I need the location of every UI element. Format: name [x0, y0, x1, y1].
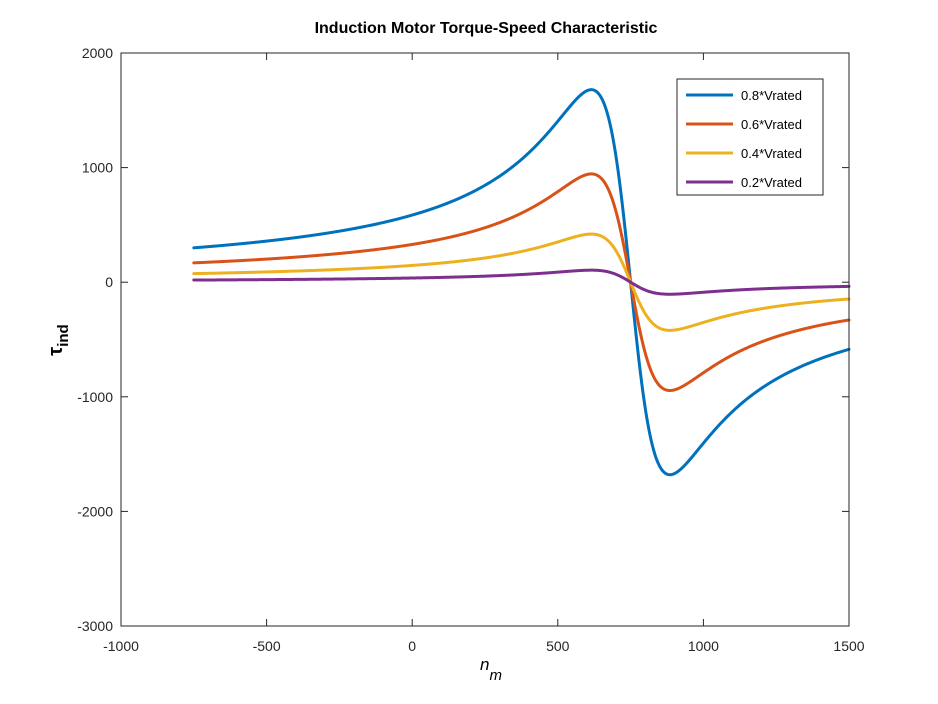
x-tick-label: 1000: [688, 638, 719, 654]
legend-label: 0.2*Vrated: [741, 175, 802, 190]
y-axis-label: τind: [45, 324, 72, 355]
y-axis-label-sub: ind: [55, 324, 72, 347]
y-tick-label: -1000: [77, 389, 113, 405]
legend-box: [676, 78, 824, 196]
chart-title: Induction Motor Torque-Speed Characteris…: [315, 20, 658, 37]
y-tick-label: 1000: [82, 160, 113, 176]
series-line-4: [192, 268, 851, 296]
y-tick-label: 0: [105, 274, 113, 290]
axes-box: [120, 52, 850, 627]
y-tick-label: 2000: [82, 45, 113, 61]
legend-label: 0.4*Vrated: [741, 146, 802, 161]
legend-items: 0.8*Vrated 0.6*Vrated 0.4*Vrated 0.2*Vrated: [686, 88, 802, 190]
x-axis-label-sub: m: [489, 667, 502, 684]
y-tick-label: -2000: [77, 503, 113, 519]
x-tick-label: -500: [253, 638, 281, 654]
x-axis-label: nm: [480, 655, 502, 684]
series-line-2: [192, 172, 851, 392]
x-axis-label-base: n: [480, 655, 489, 674]
x-tick-label: 500: [546, 638, 570, 654]
x-tick-label: 0: [408, 638, 416, 654]
y-tick-label: -3000: [77, 618, 113, 634]
legend-label: 0.8*Vrated: [741, 88, 802, 103]
series-line-3: [192, 232, 851, 332]
y-axis-ticks: -3000 -2000 -1000 0 1000 2000: [77, 45, 849, 634]
series-line-1: [192, 88, 851, 477]
series-layer: [192, 88, 851, 477]
x-axis-ticks: -1000 -500 0 500 1000 1500: [103, 53, 865, 654]
y-axis-label-base: τ: [45, 347, 67, 356]
x-tick-label: 1500: [833, 638, 864, 654]
legend: 0.8*Vrated 0.6*Vrated 0.4*Vrated 0.2*Vrated: [676, 78, 824, 196]
legend-label: 0.6*Vrated: [741, 117, 802, 132]
x-tick-label: -1000: [103, 638, 139, 654]
